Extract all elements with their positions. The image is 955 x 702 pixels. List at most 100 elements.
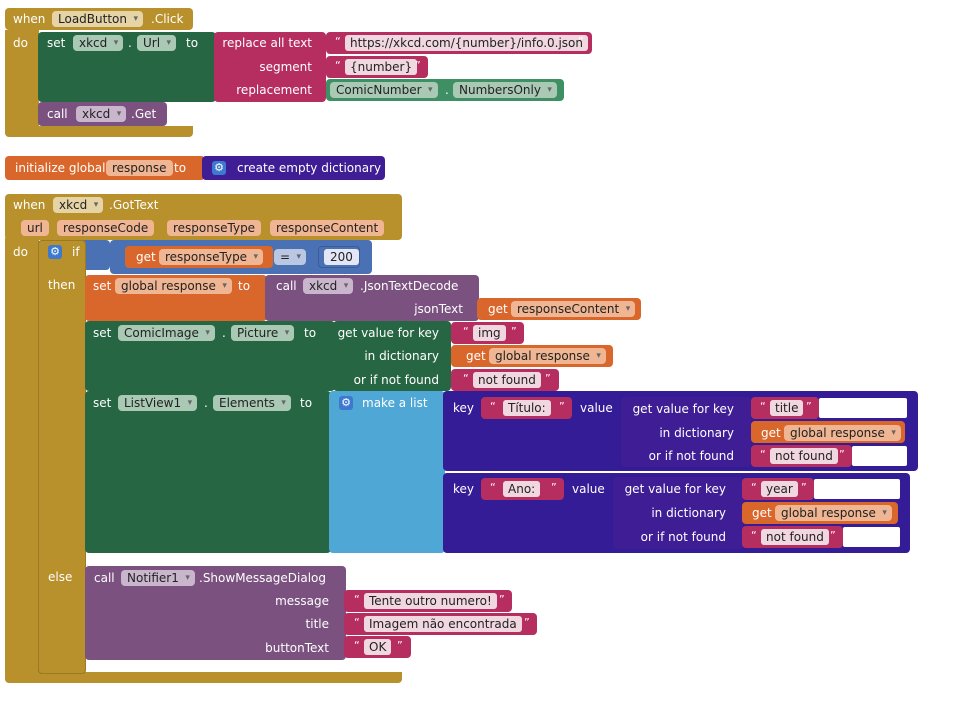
text-block-title[interactable]: “ title ” — [751, 397, 819, 419]
text-value-ok[interactable]: OK — [364, 639, 392, 655]
param-url[interactable]: url — [21, 220, 49, 236]
text-value-year[interactable]: year — [761, 481, 798, 497]
property-dropdown-numbersonly[interactable]: NumbersOnly — [453, 82, 557, 98]
create-empty-dictionary-block[interactable] — [202, 156, 385, 180]
text-block-segment[interactable]: “ {number} ” — [326, 56, 428, 78]
text-block-buttontext[interactable]: “ OK ” — [344, 636, 411, 658]
close-quote: ” — [578, 35, 584, 48]
text-value-title[interactable]: title — [770, 400, 804, 416]
text-value-title-text[interactable]: Imagem não encontrada — [364, 616, 522, 632]
replace-all-text-block[interactable] — [214, 32, 326, 102]
text-block-not-found[interactable]: “ not found ” — [742, 526, 843, 548]
component-dropdown-xkcd[interactable]: xkcd — [303, 278, 354, 294]
text-value-not-found[interactable]: not found — [473, 372, 541, 388]
value-keyword: value — [580, 401, 613, 415]
get-keyword: get — [136, 250, 156, 264]
method-name-showmessagedialog: .ShowMessageDialog — [199, 571, 327, 585]
set-listview1-elements-block[interactable] — [85, 391, 331, 553]
text-value-url[interactable]: https://xkcd.com/{number}/info.0.json — [345, 35, 589, 51]
get-value-for-key-block-title[interactable] — [621, 397, 751, 467]
variable-dropdown-responsecontent[interactable]: responseContent — [511, 301, 636, 317]
open-quote: “ — [760, 400, 766, 413]
event-name-click: .Click — [151, 12, 184, 26]
text-value-ano[interactable]: Ano: — [503, 481, 541, 497]
if-else-frame — [38, 240, 86, 674]
do-keyword: do — [13, 36, 28, 50]
set-xkcd-url-block[interactable] — [38, 32, 216, 102]
text-value-img[interactable]: img — [473, 325, 506, 341]
close-quote: ” — [499, 593, 505, 606]
empty-slot — [843, 527, 900, 547]
get-value-for-key-label: get value for key — [624, 482, 726, 496]
property-dropdown-elements[interactable]: Elements — [213, 395, 291, 411]
open-quote: “ — [335, 59, 341, 72]
then-keyword: then — [48, 278, 76, 292]
text-value-segment[interactable]: {number} — [345, 59, 418, 75]
text-block-year[interactable]: “ year ” — [742, 478, 814, 500]
text-block-message[interactable]: “ Tente outro numero! ” — [344, 590, 512, 612]
text-value-not-found[interactable]: not found — [770, 448, 838, 464]
variable-dropdown-global-response[interactable]: global response — [775, 505, 892, 521]
call-jsontextdecode-block[interactable] — [265, 275, 479, 321]
variable-dropdown-global-response[interactable]: global response — [489, 348, 606, 364]
open-quote: “ — [463, 325, 469, 338]
close-quote: ” — [801, 481, 807, 494]
text-block-titulo[interactable]: “ Título: ” — [481, 397, 572, 419]
when-keyword: when — [13, 198, 46, 212]
variable-dropdown-global-response[interactable]: global response — [115, 278, 232, 294]
component-dropdown-listview1[interactable]: ListView1 — [118, 395, 198, 411]
in-dictionary-label: in dictionary — [364, 349, 439, 363]
close-quote: ” — [830, 529, 836, 542]
variable-name-response[interactable]: response — [106, 160, 173, 176]
component-dropdown-xkcd[interactable]: xkcd — [53, 197, 104, 213]
dot-separator: . — [222, 326, 226, 340]
make-a-list-block[interactable] — [329, 391, 445, 553]
text-value-not-found[interactable]: not found — [761, 529, 829, 545]
text-value-message[interactable]: Tente outro numero! — [364, 593, 497, 609]
text-block-not-found[interactable]: “ not found ” — [451, 369, 559, 391]
text-block-img[interactable]: “ img ” — [451, 322, 524, 344]
text-block-url[interactable]: “ https://xkcd.com/{number}/info.0.json … — [326, 32, 592, 54]
number-value-200[interactable]: 200 — [324, 249, 359, 265]
operator-dropdown-equals[interactable]: = — [274, 249, 307, 265]
method-name-jsontextdecode: .JsonTextDecode — [360, 279, 459, 293]
dot-separator: . — [204, 396, 208, 410]
get-value-for-key-block-img[interactable] — [333, 321, 451, 391]
component-dropdown-comicnumber[interactable]: ComicNumber — [330, 82, 438, 98]
open-quote: “ — [760, 448, 766, 461]
get-value-for-key-block-year[interactable] — [613, 477, 743, 549]
param-responsetype[interactable]: responseType — [167, 220, 262, 236]
event-block-footer — [5, 126, 193, 137]
call-keyword: call — [47, 107, 68, 121]
open-quote: “ — [490, 400, 496, 413]
variable-dropdown-global-response[interactable]: global response — [784, 425, 901, 441]
component-dropdown-comicimage[interactable]: ComicImage — [118, 325, 215, 341]
variable-dropdown-responsetype[interactable]: responseType — [159, 249, 264, 265]
close-quote: ” — [551, 481, 557, 494]
component-dropdown-loadbutton[interactable]: LoadButton — [52, 11, 143, 27]
open-quote: “ — [354, 616, 360, 629]
property-dropdown-picture[interactable]: Picture — [231, 325, 295, 341]
component-dropdown-notifier1[interactable]: Notifier1 — [121, 570, 195, 586]
dot-separator: . — [445, 83, 449, 97]
text-block-ano[interactable]: “ Ano: ” — [481, 478, 564, 500]
empty-slot — [852, 446, 907, 466]
get-keyword: get — [761, 426, 781, 440]
component-dropdown-xkcd-get[interactable]: xkcd — [76, 106, 127, 122]
set-keyword: set — [93, 326, 112, 340]
open-quote: “ — [751, 481, 757, 494]
param-responsecontent[interactable]: responseContent — [270, 220, 385, 236]
property-dropdown-url[interactable]: Url — [137, 35, 177, 51]
param-responsecode[interactable]: responseCode — [57, 220, 155, 236]
close-quote: ” — [397, 639, 403, 652]
close-quote: ” — [415, 59, 421, 72]
get-keyword: get — [488, 302, 508, 316]
gear-icon[interactable]: ⚙ — [339, 396, 353, 410]
gear-icon[interactable]: ⚙ — [48, 245, 62, 259]
text-block-title[interactable]: “ Imagem não encontrada ” — [344, 613, 537, 635]
text-block-not-found[interactable]: “ not found ” — [751, 445, 852, 467]
text-value-titulo[interactable]: Título: — [503, 400, 551, 416]
component-dropdown-xkcd[interactable]: xkcd — [73, 35, 124, 51]
gear-icon[interactable]: ⚙ — [212, 161, 226, 175]
to-keyword: to — [304, 326, 317, 340]
